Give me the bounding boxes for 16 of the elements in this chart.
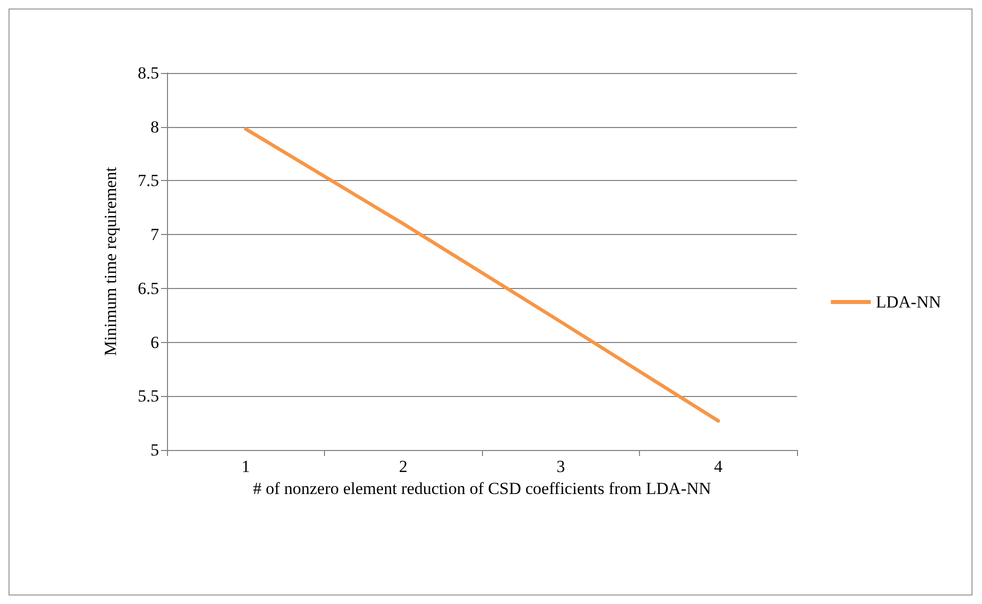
y-tick-label: 7.5: [138, 171, 159, 190]
y-tick-label: 8: [150, 117, 159, 136]
x-axis-title: # of nonzero element reduction of CSD coefficients from LDA-NN: [252, 479, 712, 498]
line-series: [244, 127, 720, 423]
y-tick-label: 7: [150, 225, 160, 244]
x-tick-label: 4: [714, 457, 723, 476]
legend-label: LDA-NN: [876, 292, 942, 312]
x-tick-label: 3: [556, 457, 565, 476]
y-tick-label: 8.5: [138, 64, 159, 82]
y-tick-label: 5.5: [138, 386, 159, 406]
x-tick-label: 2: [399, 457, 408, 476]
y-axis-title: Minimum time requirement: [101, 166, 120, 356]
y-tick-label: 6: [150, 332, 159, 352]
x-tick-label: 1: [242, 457, 250, 476]
y-tick-label: 5: [150, 440, 159, 460]
y-tick-label: 6.5: [138, 278, 159, 298]
